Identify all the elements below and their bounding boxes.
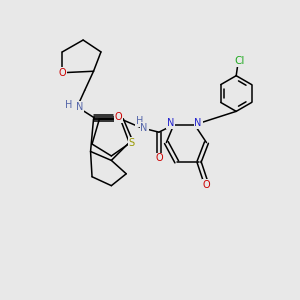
Text: O: O <box>114 112 122 122</box>
Text: N: N <box>140 123 148 133</box>
Text: Cl: Cl <box>234 56 244 66</box>
Text: S: S <box>128 138 135 148</box>
Text: N: N <box>76 102 83 112</box>
Text: N: N <box>194 118 202 128</box>
Text: O: O <box>156 153 164 163</box>
Text: H: H <box>136 116 143 126</box>
Text: O: O <box>203 180 210 190</box>
Text: O: O <box>58 68 66 78</box>
Text: H: H <box>64 100 72 110</box>
Text: N: N <box>167 118 174 128</box>
